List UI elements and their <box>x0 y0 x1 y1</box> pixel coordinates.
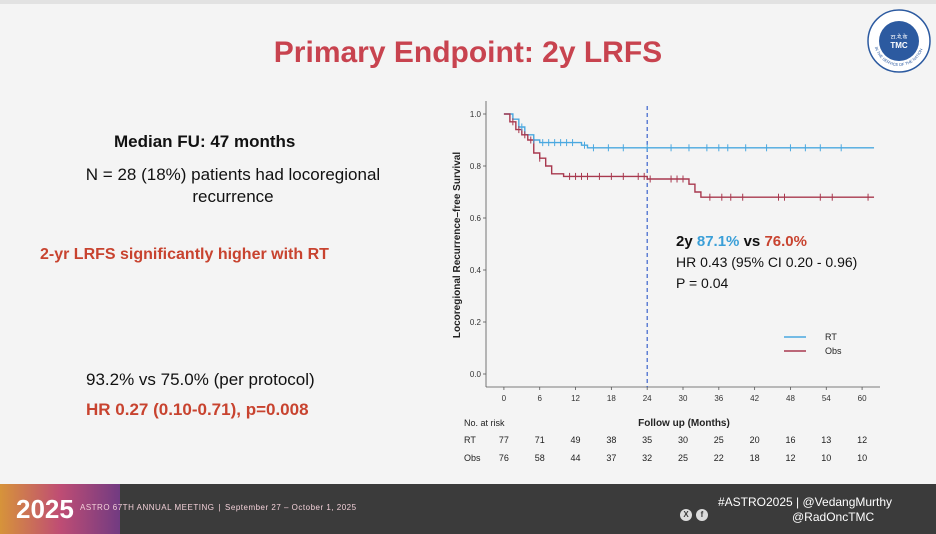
legend-obs-label: Obs <box>825 346 842 356</box>
x-tick-label: 6 <box>538 394 543 403</box>
footer-year: 2025 <box>16 494 74 524</box>
risk-count-rt: 30 <box>678 435 688 445</box>
x-icon[interactable]: X <box>680 509 692 521</box>
footer-hashtag: #ASTRO2025 | @VedangMurthy <box>718 495 893 509</box>
risk-count-rt: 13 <box>821 435 831 445</box>
per-protocol-hazard-ratio: HR 0.27 (0.10-0.71), p=0.008 <box>86 400 309 419</box>
annotation-hr: HR 0.43 (95% CI 0.20 - 0.96) <box>676 254 857 270</box>
recurrence-line-2: recurrence <box>192 187 274 206</box>
meeting-separator: | <box>218 503 222 512</box>
footer-gradient <box>0 484 120 534</box>
recurrence-count: N = 28 (18%) patients had locoregional r… <box>48 164 418 208</box>
x-tick-label: 42 <box>750 394 759 403</box>
footer-meeting: ASTRO 67TH ANNUAL MEETING | September 27 –… <box>80 503 357 512</box>
logo-main-text: TMC <box>890 41 908 50</box>
risk-count-obs: 44 <box>571 453 581 463</box>
lrfs-statement: 2-yr LRFS significantly higher with RT <box>40 246 329 263</box>
risk-table-header: No. at risk <box>464 418 505 428</box>
annotation-p: P = 0.04 <box>676 275 729 291</box>
hr-annotation: 2y 87.1% vs 76.0% HR 0.43 (95% CI 0.20 -… <box>676 233 857 291</box>
y-axis-label: Locoregional Recurrence–free Survival <box>452 152 463 338</box>
risk-count-obs: 25 <box>678 453 688 463</box>
km-chart: 0.00.20.40.60.81.0 0 6 12 18 24 30 36 42 48 54 60 … <box>452 101 880 463</box>
risk-count-obs: 10 <box>857 453 867 463</box>
risk-count-rt: 25 <box>714 435 724 445</box>
logo-top-text: टा.मे.के <box>891 33 908 41</box>
risk-count-rt: 77 <box>499 435 509 445</box>
recurrence-line-1: N = 28 (18%) patients had locoregional <box>85 165 381 184</box>
risk-count-obs: 12 <box>785 453 795 463</box>
risk-count-obs: 22 <box>714 453 724 463</box>
x-tick-label: 36 <box>714 394 723 403</box>
annotation-obs-value: 76.0% <box>764 233 807 250</box>
x-tick-label: 24 <box>643 394 652 403</box>
legend: RT Obs <box>784 332 842 356</box>
annotation-prefix: 2y <box>676 233 693 250</box>
x-tick-label: 54 <box>822 394 831 403</box>
risk-count-obs: 10 <box>821 453 831 463</box>
svg-text:2y 87.1% vs: 2y 87.1% vs 76.0% <box>676 233 807 250</box>
risk-count-rt: 38 <box>606 435 616 445</box>
x-tick-label: 12 <box>571 394 580 403</box>
risk-count-obs: 58 <box>535 453 545 463</box>
risk-count-rt: 71 <box>535 435 545 445</box>
x-tick-label: 30 <box>679 394 688 403</box>
y-tick-label: 0.0 <box>470 370 482 379</box>
y-tick-label: 0.8 <box>470 162 482 171</box>
km-curve-rt <box>503 113 875 149</box>
per-protocol-result: 93.2% vs 75.0% (per protocol) <box>86 370 315 389</box>
risk-count-rt: 16 <box>785 435 795 445</box>
risk-count-rt: 12 <box>857 435 867 445</box>
y-tick-label: 0.4 <box>470 266 482 275</box>
risk-count-rt: 35 <box>642 435 652 445</box>
facebook-icon[interactable]: f <box>696 509 708 521</box>
x-tick-label: 60 <box>858 394 867 403</box>
x-tick-label: 0 <box>502 394 507 403</box>
km-curve-obs <box>503 113 875 198</box>
risk-count-rt: 49 <box>571 435 581 445</box>
legend-rt-label: RT <box>825 332 837 342</box>
annotation-vs: vs <box>744 233 761 250</box>
median-followup: Median FU: 47 months <box>114 132 296 151</box>
top-rule <box>0 0 936 4</box>
meeting-dates: September 27 – October 1, 2025 <box>225 503 357 512</box>
risk-count-obs: 18 <box>750 453 760 463</box>
footer-banner: 2025 ASTRO 67TH ANNUAL MEETING | September… <box>0 484 936 534</box>
footer-handle-tmc: @RadOncTMC <box>792 510 875 524</box>
meeting-name: ASTRO 67TH ANNUAL MEETING <box>80 503 215 512</box>
risk-count-obs: 76 <box>499 453 509 463</box>
risk-row-obs-label: Obs <box>464 453 481 463</box>
x-tick-label: 48 <box>786 394 795 403</box>
risk-row-rt-label: RT <box>464 435 476 445</box>
y-tick-label: 1.0 <box>470 110 482 119</box>
x-tick-label: 18 <box>607 394 616 403</box>
x-axis-label: Follow up (Months) <box>638 418 730 429</box>
annotation-rt-value: 87.1% <box>697 233 740 250</box>
risk-count-obs: 32 <box>642 453 652 463</box>
y-tick-label: 0.2 <box>470 318 482 327</box>
tmc-logo: टा.मे.के TMC IN THE SERVICE OF THE NATIO… <box>867 9 931 73</box>
y-tick-label: 0.6 <box>470 214 482 223</box>
risk-count-rt: 20 <box>750 435 760 445</box>
risk-count-obs: 37 <box>606 453 616 463</box>
slide-title: Primary Endpoint: 2y LRFS <box>273 36 663 69</box>
